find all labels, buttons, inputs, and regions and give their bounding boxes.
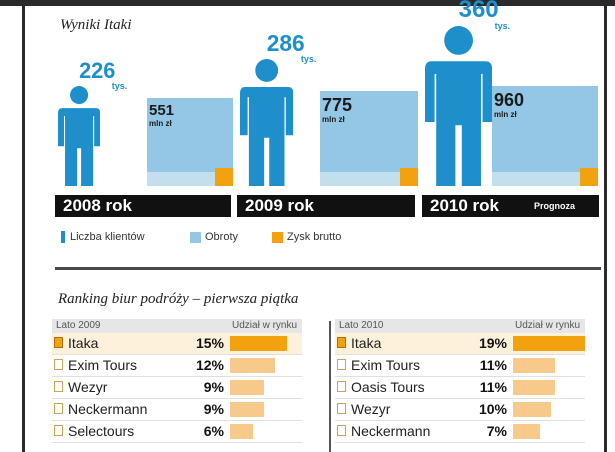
- clients-unit-label: tys.: [494, 21, 511, 31]
- checkbox-icon: [337, 359, 346, 370]
- agency-name: Selectours: [68, 423, 135, 439]
- ranking-row: Exim Tours 11%: [335, 355, 585, 377]
- market-share-value: 7%: [486, 423, 507, 439]
- agency-name: Wezyr: [351, 401, 391, 417]
- market-share-bar: [513, 358, 555, 373]
- profit-strip: [147, 172, 215, 186]
- agency-name: Itaka: [68, 335, 99, 351]
- checkbox-icon: [54, 381, 63, 392]
- market-share-value: 11%: [479, 379, 507, 395]
- revenue-unit-label: mln zł: [149, 118, 172, 128]
- forecast-label: Prognoza: [534, 201, 576, 211]
- ranking-row: Itaka 19%: [335, 333, 585, 355]
- market-share-bar: [230, 380, 265, 395]
- checkbox-icon: [54, 337, 63, 348]
- clients-value-label: 286: [266, 30, 305, 57]
- profit-box: [215, 168, 233, 186]
- year-bar: 2008 rok: [55, 195, 231, 217]
- checkbox-icon: [54, 359, 63, 370]
- clients-value-label: 226: [79, 57, 116, 83]
- chart-title: Wyniki Itaki: [60, 17, 132, 33]
- legend-item-revenue: Obroty: [190, 231, 238, 243]
- ranking-period: Lato 2009: [56, 320, 101, 331]
- revenue-value-label: 775: [322, 95, 353, 116]
- ranking-row: Neckermann 9%: [52, 399, 302, 421]
- legend-item-clients: Liczba klientów: [60, 231, 145, 243]
- profit-strip: [320, 172, 400, 186]
- revenue-unit-label: mln zł: [322, 115, 345, 125]
- market-share-value: 9%: [203, 379, 224, 395]
- ranking-title: Ranking biur podróży – pierwsza piątka: [58, 291, 299, 307]
- section-divider: [55, 267, 601, 270]
- clients-unit-label: tys.: [111, 80, 128, 91]
- market-share-value: 19%: [478, 335, 507, 351]
- market-share-bar: [230, 424, 253, 439]
- ranking-header: Lato 2010 Udział w rynku: [335, 319, 585, 333]
- ranking-row: Neckermann 7%: [335, 421, 585, 443]
- profit-strip: [492, 172, 580, 186]
- square-icon: [272, 231, 283, 243]
- ranking-row: Oasis Tours 11%: [335, 377, 585, 399]
- profit-box: [400, 168, 418, 186]
- market-share-bar: [513, 380, 555, 395]
- year-bar: 2010 rok: [422, 195, 599, 217]
- market-share-bar: [230, 402, 265, 417]
- market-share-bar: [513, 402, 551, 417]
- market-share-value: 11%: [479, 357, 507, 373]
- market-share-value: 12%: [195, 357, 224, 373]
- person-icon: [61, 231, 65, 243]
- square-icon: [190, 231, 201, 243]
- client-figure: [425, 26, 493, 186]
- ranking-panel-2009: Lato 2009 Udział w rynku Itaka 15% Exim To…: [52, 319, 302, 443]
- agency-name: Oasis Tours: [351, 379, 425, 395]
- ranking-row: Wezyr 10%: [335, 399, 585, 421]
- market-share-bar: [230, 336, 287, 351]
- clients-value-label: 360: [458, 0, 499, 23]
- checkbox-icon: [337, 337, 346, 348]
- market-share-value: 10%: [478, 401, 507, 417]
- revenue-value-label: 551: [149, 101, 175, 119]
- frame-top-border: [0, 0, 615, 6]
- clients-unit-label: tys.: [300, 53, 317, 64]
- agency-name: Neckermann: [68, 401, 148, 417]
- market-share-value: 9%: [203, 401, 224, 417]
- checkbox-icon: [54, 425, 63, 436]
- frame-right-border: [604, 0, 607, 452]
- revenue-value-label: 960: [494, 90, 525, 110]
- legend-item-profit: Zysk brutto: [272, 231, 341, 243]
- ranking-row: Exim Tours 12%: [52, 355, 302, 377]
- checkbox-icon: [54, 403, 63, 414]
- ranking-header: Lato 2009 Udział w rynku: [52, 319, 302, 333]
- profit-box: [580, 168, 598, 186]
- legend-label-clients: Liczba klientów: [70, 231, 145, 243]
- agency-name: Itaka: [351, 335, 382, 351]
- checkbox-icon: [337, 403, 346, 414]
- frame-left-border: [22, 0, 25, 452]
- legend-label-profit: Zysk brutto: [287, 231, 342, 243]
- ranking-row: Selectours 6%: [52, 421, 302, 443]
- agency-name: Neckermann: [351, 423, 431, 439]
- market-share-bar: [513, 336, 585, 351]
- ranking-panel-2010: Lato 2010 Udział w rynku Itaka 19% Exim To…: [335, 319, 585, 443]
- ranking-period: Lato 2010: [339, 320, 384, 331]
- year-bar: 2009 rok: [237, 195, 415, 217]
- revenue-unit-label: mln zł: [494, 110, 517, 119]
- ranking-share-header: Udział w rynku: [515, 320, 581, 331]
- client-figure: [240, 58, 294, 186]
- ranking-divider: [329, 321, 331, 452]
- ranking-share-header: Udział w rynku: [232, 320, 298, 331]
- market-share-value: 6%: [203, 423, 224, 439]
- market-share-bar: [230, 358, 276, 373]
- client-figure: [58, 85, 101, 186]
- ranking-row: Wezyr 9%: [52, 377, 302, 399]
- agency-name: Exim Tours: [68, 357, 137, 373]
- legend-label-revenue: Obroty: [205, 231, 239, 243]
- agency-name: Wezyr: [68, 379, 108, 395]
- market-share-bar: [513, 424, 540, 439]
- ranking-row: Itaka 15%: [52, 333, 302, 355]
- checkbox-icon: [337, 381, 346, 392]
- checkbox-icon: [337, 425, 346, 436]
- market-share-value: 15%: [195, 335, 224, 351]
- agency-name: Exim Tours: [351, 357, 420, 373]
